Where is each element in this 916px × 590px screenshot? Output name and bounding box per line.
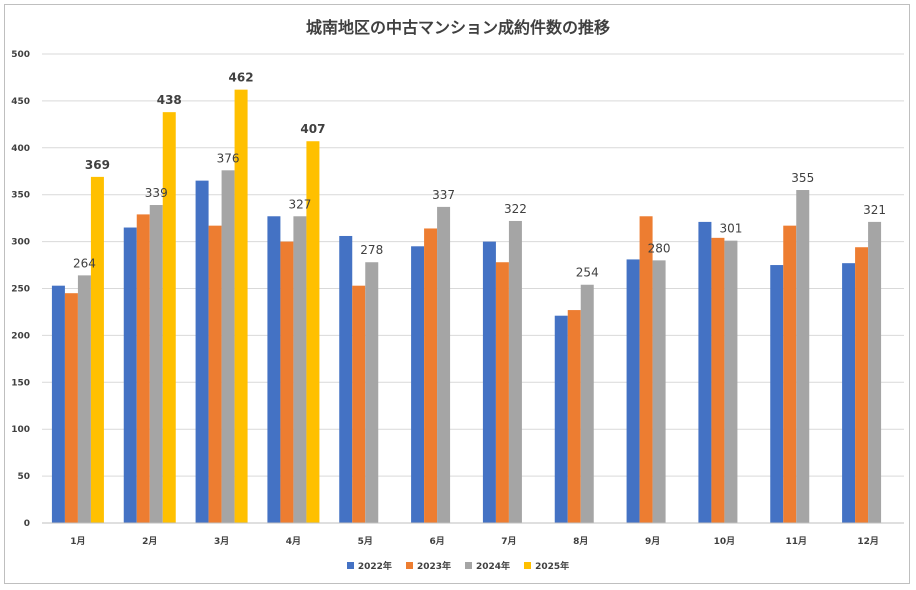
data-label: 407	[300, 122, 325, 136]
bar	[234, 89, 248, 524]
bar	[339, 235, 353, 524]
bar	[64, 293, 78, 523]
bar	[280, 241, 294, 523]
bar	[639, 216, 653, 524]
y-tick-label: 500	[11, 50, 30, 60]
data-label: 369	[85, 158, 110, 172]
y-tick-label: 300	[11, 238, 30, 248]
bar	[208, 225, 222, 524]
y-tick-label: 400	[11, 144, 30, 154]
x-tick-label: 10月	[714, 536, 736, 547]
data-label: 301	[719, 222, 742, 236]
bar	[306, 141, 320, 523]
x-tick-label: 1月	[70, 536, 85, 547]
x-tick-label: 3月	[214, 536, 229, 547]
bar	[495, 262, 509, 523]
data-label: 376	[217, 151, 240, 165]
x-tick-label: 5月	[358, 536, 373, 547]
data-label: 438	[157, 93, 182, 107]
bar	[842, 263, 856, 523]
legend-label: 2025年	[535, 562, 570, 572]
bar	[580, 284, 594, 523]
bar	[868, 221, 882, 524]
bar	[855, 247, 869, 523]
y-tick-label: 250	[11, 285, 30, 295]
bar	[652, 260, 666, 523]
bar	[411, 246, 425, 524]
bar	[424, 228, 438, 523]
legend-label: 2023年	[416, 562, 451, 572]
bar	[51, 285, 65, 523]
bar	[796, 190, 810, 523]
data-label: 355	[791, 171, 814, 185]
bar	[77, 275, 91, 523]
y-tick-label: 350	[11, 191, 30, 201]
bar	[123, 227, 137, 523]
chart-title: 城南地区の中古マンション成約件数の推移	[305, 18, 610, 37]
chart-legend: 2022年 2023年 2024年 2025年	[0, 559, 916, 572]
y-tick-label: 100	[11, 425, 30, 435]
legend-label: 2022年	[357, 562, 392, 572]
data-label: 327	[288, 197, 311, 211]
bar	[783, 225, 797, 524]
x-tick-label: 6月	[429, 536, 444, 547]
bar	[554, 315, 568, 523]
legend-label: 2024年	[476, 562, 511, 572]
bar	[293, 216, 307, 524]
bar	[90, 176, 104, 524]
data-label: 337	[432, 188, 455, 202]
data-label: 339	[145, 186, 168, 200]
x-tick-label: 8月	[573, 536, 588, 547]
data-label: 321	[863, 203, 886, 217]
legend-item: 2025年	[524, 559, 569, 572]
y-tick-label: 150	[11, 378, 30, 388]
bar	[365, 262, 379, 523]
bar	[482, 241, 496, 523]
legend-item: 2022年	[346, 559, 392, 572]
legend-item: 2023年	[405, 559, 451, 572]
x-tick-label: 2月	[142, 536, 157, 547]
bar	[724, 240, 738, 524]
y-tick-label: 200	[11, 331, 30, 341]
legend-swatch	[465, 562, 472, 569]
bar	[195, 180, 209, 523]
legend-swatch	[405, 562, 413, 569]
data-label: 278	[360, 243, 383, 257]
bar	[267, 216, 281, 524]
x-tick-label: 12月	[857, 536, 879, 547]
legend-swatch	[346, 562, 354, 569]
data-label: 264	[73, 256, 96, 270]
bar	[352, 285, 366, 523]
x-tick-label: 4月	[286, 536, 301, 547]
bar	[770, 265, 784, 523]
y-tick-label: 0	[24, 519, 30, 529]
bar	[567, 310, 581, 523]
bar	[508, 220, 522, 524]
x-tick-label: 9月	[645, 536, 660, 547]
bar	[437, 206, 451, 524]
x-tick-label: 7月	[501, 536, 516, 547]
data-label: 322	[504, 202, 527, 216]
bar	[711, 237, 725, 523]
bar	[698, 221, 712, 524]
bar	[626, 259, 640, 523]
data-label: 254	[576, 266, 599, 280]
bar	[136, 214, 150, 523]
bar	[221, 170, 235, 523]
bar	[149, 205, 163, 523]
data-label: 462	[229, 71, 254, 85]
legend-item: 2024年	[465, 559, 510, 572]
legend-swatch	[524, 562, 532, 569]
y-tick-label: 50	[17, 472, 30, 482]
data-label: 280	[648, 241, 671, 255]
bar	[162, 112, 176, 523]
x-tick-label: 11月	[785, 536, 807, 547]
y-tick-label: 450	[11, 97, 30, 107]
